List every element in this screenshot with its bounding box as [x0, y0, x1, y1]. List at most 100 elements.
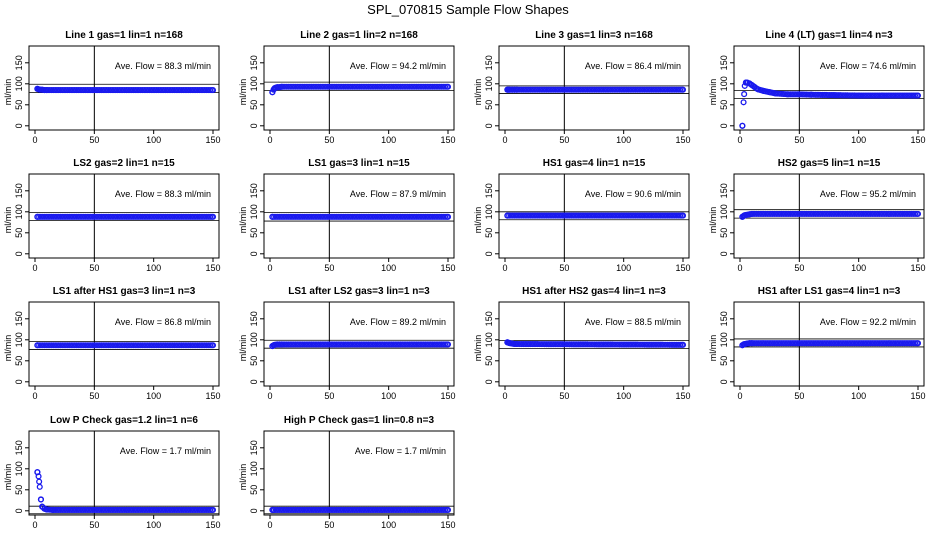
data-point [831, 92, 838, 99]
average-flow-label: Ave. Flow = 1.7 ml/min [355, 446, 446, 456]
y-tick-label: 50 [14, 356, 24, 366]
chart-panel: Line 4 (LT) gas=1 lin=4 n=3 0 50 100 150 0 50 1… [708, 30, 926, 145]
y-tick-label: 50 [484, 100, 494, 110]
y-tick-label: 50 [14, 228, 24, 238]
y-tick-label: 50 [484, 356, 494, 366]
y-tick-label: 0 [719, 379, 729, 384]
data-point [746, 340, 753, 347]
data-point [740, 99, 747, 106]
chart-panel: LS1 gas=3 lin=1 n=150 50 100 150050100150ml… [238, 158, 456, 273]
average-flow-label: Ave. Flow = 74.6 ml/min [820, 61, 916, 71]
y-tick-label: 0 [484, 251, 494, 256]
y-axis-label: ml/min [708, 335, 718, 362]
data-point [511, 340, 518, 348]
y-tick-label: 0 [484, 379, 494, 384]
x-tick-label: 50 [324, 520, 334, 530]
x-tick-label: 100 [146, 391, 161, 401]
y-tick-label: 50 [249, 485, 259, 495]
x-tick-label: 150 [440, 391, 455, 401]
x-tick-label: 150 [440, 135, 455, 145]
data-point [209, 213, 217, 220]
data-point [766, 89, 773, 96]
data-point [914, 210, 922, 217]
y-axis-label: ml/min [238, 335, 248, 362]
chart-panel: LS2 gas=2 lin=1 n=150 50 100 150050100150ml… [3, 158, 221, 273]
chart-panel: Line 1 gas=1 lin=1 n=168 0 50 100 150 0 50 100 1… [3, 30, 221, 145]
y-tick-label: 150 [249, 55, 259, 70]
x-tick-label: 50 [324, 263, 334, 273]
data-point [34, 213, 41, 220]
x-tick-label: 150 [205, 263, 220, 273]
data-point [35, 473, 42, 480]
data-point [772, 90, 779, 97]
chart-panel: High P Check gas=1 lin=0.8 n=3 0 50 100 150 0… [238, 415, 456, 530]
average-flow-label: Ave. Flow = 87.9 ml/min [350, 189, 446, 199]
data-point [209, 87, 217, 94]
x-tick-label: 150 [205, 391, 220, 401]
y-axis-label: ml/min [708, 207, 718, 234]
x-tick-label: 50 [89, 520, 99, 530]
y-axis-label: ml/min [473, 207, 483, 234]
x-tick-label: 0 [32, 263, 37, 273]
average-flow-label: Ave. Flow = 1.7 ml/min [120, 446, 211, 456]
chart-panel: Line 3 gas=1 lin=3 n=168 0 50 100 150 0 50 100 1… [473, 30, 691, 145]
average-flow-label: Ave. Flow = 90.6 ml/min [585, 189, 681, 199]
y-tick-label: 150 [249, 311, 259, 326]
y-tick-label: 100 [14, 461, 24, 476]
y-tick-label: 100 [249, 204, 259, 219]
x-tick-label: 150 [910, 135, 925, 145]
y-tick-label: 100 [484, 204, 494, 219]
data-point [36, 478, 43, 485]
y-tick-label: 100 [14, 332, 24, 347]
x-tick-label: 150 [205, 135, 220, 145]
y-tick-label: 50 [719, 100, 729, 110]
data-point [37, 496, 44, 503]
x-tick-label: 0 [267, 520, 272, 530]
x-tick-label: 100 [146, 135, 161, 145]
data-point [278, 83, 285, 90]
y-axis-label: ml/min [3, 207, 13, 234]
chart-title: HS2 gas=5 lin=1 n=15 [778, 158, 881, 169]
x-tick-label: 100 [616, 263, 631, 273]
chart-title: HS1 after HS2 gas=4 lin=1 n=3 [522, 286, 666, 297]
chart-title: HS1 gas=4 lin=1 n=15 [543, 158, 646, 169]
data-point [741, 91, 748, 98]
data-point [754, 86, 761, 93]
y-tick-label: 150 [14, 183, 24, 198]
plot-frame [498, 173, 690, 259]
data-point [748, 340, 755, 347]
x-tick-label: 50 [794, 391, 804, 401]
y-axis-label: ml/min [3, 464, 13, 491]
chart-title: LS2 gas=2 lin=1 n=15 [73, 158, 175, 169]
chart-panel: Low P Check gas=1.2 lin=1 n=6 0 50 100 150 0 5… [3, 415, 221, 530]
y-tick-label: 150 [14, 55, 24, 70]
data-point [513, 86, 520, 93]
x-tick-label: 0 [32, 520, 37, 530]
chart-title: Line 3 gas=1 lin=3 n=168 [535, 30, 653, 41]
y-tick-label: 150 [484, 55, 494, 70]
average-flow-label: Ave. Flow = 95.2 ml/min [820, 189, 916, 199]
data-point [784, 91, 791, 98]
y-tick-label: 150 [719, 55, 729, 70]
y-axis-label: ml/min [473, 335, 483, 362]
data-point [748, 210, 755, 217]
data-point [760, 87, 767, 94]
chart-title: Line 4 (LT) gas=1 lin=4 n=3 [765, 30, 893, 41]
plot-frame [733, 45, 925, 131]
y-tick-label: 0 [249, 508, 259, 513]
y-tick-label: 0 [14, 251, 24, 256]
y-tick-label: 0 [14, 123, 24, 128]
data-point [36, 483, 43, 490]
y-tick-label: 0 [719, 123, 729, 128]
data-point [679, 86, 687, 93]
y-tick-label: 0 [249, 379, 259, 384]
y-tick-label: 100 [484, 332, 494, 347]
x-tick-label: 50 [89, 391, 99, 401]
x-tick-label: 100 [616, 391, 631, 401]
average-flow-label: Ave. Flow = 88.3 ml/min [115, 189, 211, 199]
x-tick-label: 150 [910, 391, 925, 401]
y-tick-label: 0 [484, 123, 494, 128]
x-tick-label: 150 [675, 391, 690, 401]
x-tick-label: 100 [381, 391, 396, 401]
data-point [49, 506, 56, 514]
